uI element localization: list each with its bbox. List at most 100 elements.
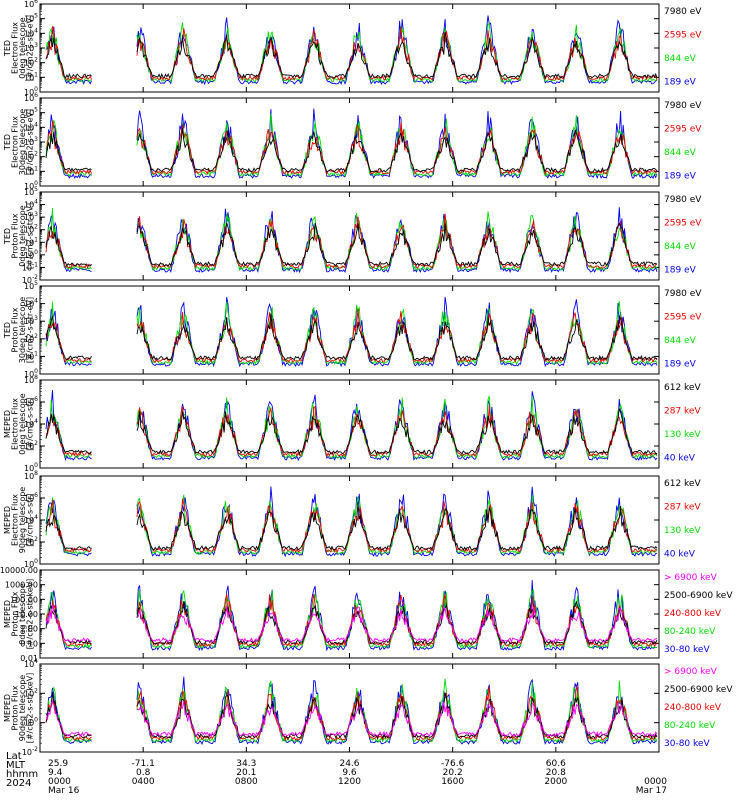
flux-trace (45, 691, 658, 740)
y-axis-title-line: 0deg telescope (18, 393, 27, 454)
y-tick-label: 10-2 (22, 274, 38, 285)
x-tick-label: 0000 (48, 777, 71, 787)
y-tick-label: 100.00 (10, 595, 38, 604)
legend-entry: 844 eV (664, 54, 697, 64)
legend-entry: 612 keV (664, 479, 701, 489)
y-tick-label: 105 (24, 13, 38, 24)
legend-entry: 287 keV (664, 407, 701, 417)
legend-entry: 2595 eV (664, 219, 702, 229)
y-axis-title-line: 0deg telescope (18, 583, 27, 644)
y-tick-label: 100 (24, 558, 38, 569)
y-axis-title-line: 90deg telescope (18, 675, 27, 742)
y-axis-title-line: 30deg telescope (18, 297, 27, 364)
y-tick-label: 1.00 (20, 625, 38, 634)
y-tick-label: 102 (24, 224, 38, 235)
plot-frame (39, 3, 660, 93)
x-tick-label: 34.3 (236, 759, 256, 769)
plot-frame (39, 97, 660, 187)
legend-entry: 7980 eV (664, 101, 702, 111)
y-axis-title-line: Electron Flux (11, 116, 20, 168)
x-tick-label: 24.6 (339, 759, 359, 769)
legend-entry: 7980 eV (664, 7, 702, 17)
y-axis-title-line: Proton Flux (11, 307, 20, 352)
x-tick-label: 20.2 (443, 768, 463, 778)
x-tick-label: Mar 17 (636, 786, 667, 796)
y-axis-title-line: [#/cm2-s-str-keV] (26, 673, 35, 744)
legend-entry: 612 keV (664, 383, 701, 393)
x-tick-label: 2000 (544, 777, 567, 787)
flux-panel-7: 10000.00 1000.00 100.00 10.00 1.00 0.10 0.01 ME… (0, 566, 733, 663)
y-tick-label: 101 (24, 236, 38, 247)
y-tick-label: 100 (24, 180, 38, 191)
flux-trace (45, 494, 658, 555)
y-tick-label: 103 (24, 315, 38, 326)
y-tick-label: 101 (24, 71, 38, 82)
x-tick-label: 0.8 (136, 768, 151, 778)
y-axis-title-line: Electron Flux (11, 22, 20, 74)
x-tick-label: 0800 (235, 777, 258, 787)
legend-entry: > 6900 keV (664, 667, 718, 677)
y-tick-label: 103 (24, 211, 38, 222)
x-tick-label: 25.9 (48, 759, 68, 769)
legend-entry: 2595 eV (664, 31, 702, 41)
x-tick-label: 60.6 (546, 759, 566, 769)
plot-frame (39, 475, 660, 565)
y-axis-title-line: [#/cm2-s-str-eV] (26, 297, 35, 363)
legend-entry: 844 eV (664, 336, 697, 346)
y-tick-label: 100 (24, 368, 38, 379)
legend-entry: 287 keV (664, 503, 701, 513)
legend-entry: 30-80 keV (664, 739, 710, 749)
legend-entry: 189 eV (664, 172, 697, 182)
legend-entry: 189 eV (664, 78, 697, 88)
y-axis-title-line: Proton Flux (11, 591, 20, 636)
legend-entry: 240-800 keV (664, 703, 722, 713)
legend-entry: 30-80 keV (664, 645, 710, 655)
y-axis-title-line: TED (3, 228, 12, 245)
y-tick-label: 102 (24, 440, 38, 451)
y-tick-label: 102 (24, 687, 38, 698)
y-tick-label: 108 (24, 374, 38, 385)
flux-trace (45, 503, 658, 551)
flux-trace (45, 408, 658, 456)
y-tick-label: 102 (24, 151, 38, 162)
y-axis-title-line: 0deg telescope (18, 17, 27, 78)
legend-entry: 130 keV (664, 430, 701, 440)
x-tick-label: 0400 (132, 777, 155, 787)
x-tick-label: 1200 (338, 777, 361, 787)
flux-trace (45, 127, 658, 173)
y-tick-label: 10-1 (22, 261, 38, 272)
y-tick-label: 102 (24, 333, 38, 344)
y-axis-title-line: 30deg telescope (18, 109, 27, 176)
y-axis-title-line: MEPED (3, 600, 12, 628)
y-tick-label: 106 (24, 396, 38, 407)
legend-entry: 7980 eV (664, 195, 702, 205)
plot-frame (39, 191, 660, 281)
legend-entry: 7980 eV (664, 289, 702, 299)
y-tick-label: 1000.00 (5, 581, 38, 590)
y-tick-label: 108 (24, 470, 38, 481)
plot-frame (39, 663, 660, 753)
y-tick-label: 104 (24, 298, 38, 309)
legend-entry: > 6900 keV (664, 573, 718, 583)
y-tick-label: 10000.00 (0, 566, 38, 575)
y-axis-title-line: Electron Flux (11, 494, 20, 546)
x-row-label-mlt: MLT (6, 760, 25, 771)
y-axis-title-line: [#/cm2-s-str-eV] (26, 109, 35, 175)
y-tick-label: 104 (24, 418, 38, 429)
y-tick-label: 106 (24, 92, 38, 103)
y-axis-title-line: TED (3, 134, 12, 151)
legend-entry: 844 eV (664, 242, 697, 252)
plot-frame (39, 285, 660, 375)
